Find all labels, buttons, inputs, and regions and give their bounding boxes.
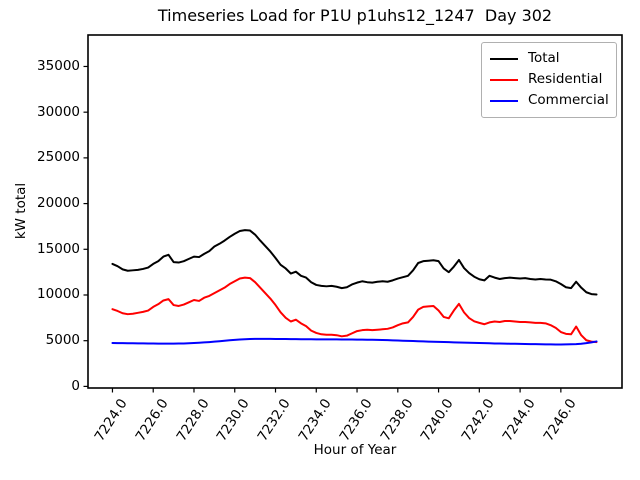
legend-label-commercial: Commercial	[528, 92, 609, 108]
y-tick-label: 20000	[37, 195, 80, 212]
legend-line-commercial-icon	[490, 99, 518, 102]
legend-item-residential: Residential	[482, 69, 616, 90]
y-tick-label: 5000	[45, 332, 80, 349]
legend-label-residential: Residential	[528, 71, 603, 87]
y-tick-label: 0	[71, 377, 80, 394]
legend-line-total-icon	[490, 57, 518, 60]
y-tick-label: 30000	[37, 103, 80, 120]
x-axis-label: Hour of Year	[313, 442, 397, 458]
legend-label-total: Total	[528, 50, 560, 66]
axes-spines	[87, 34, 623, 389]
y-tick-label: 25000	[37, 149, 80, 166]
legend-item-commercial: Commercial	[482, 90, 616, 111]
series-line-residential	[111, 276, 598, 344]
y-axis-label: kW total	[13, 182, 29, 240]
series-line-total	[111, 229, 598, 296]
y-tick-label: 35000	[37, 57, 80, 74]
legend-line-residential-icon	[490, 78, 518, 81]
legend: Total Residential Commercial	[481, 42, 617, 118]
y-tick-label: 10000	[37, 286, 80, 303]
legend-item-total: Total	[482, 48, 616, 69]
chart-title: Timeseries Load for P1U p1uhs12_1247 Day…	[157, 6, 553, 25]
y-tick-label: 15000	[37, 240, 80, 257]
series-line-commercial	[111, 337, 598, 346]
